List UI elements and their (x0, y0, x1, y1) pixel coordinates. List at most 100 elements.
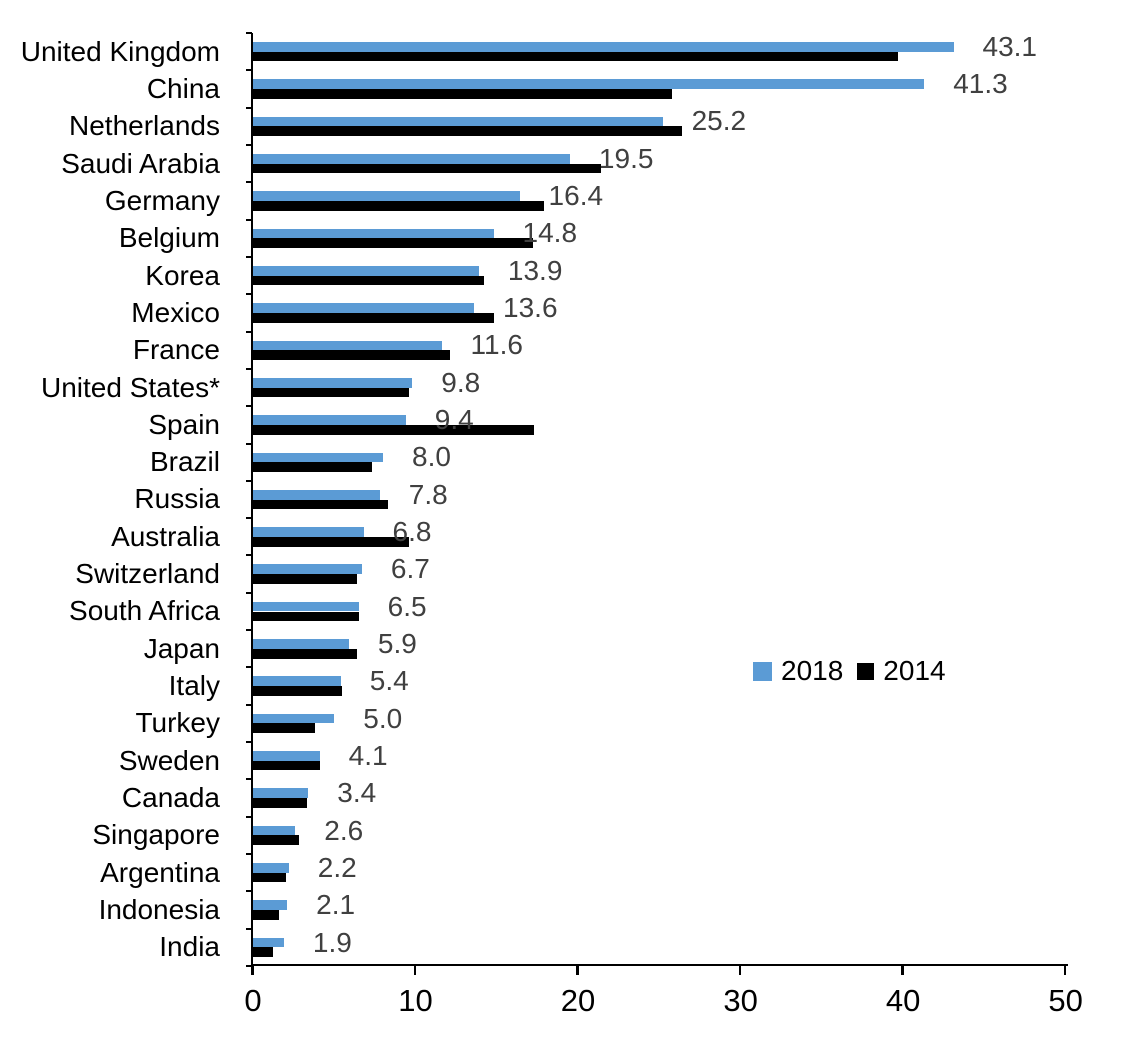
category-label: Italy (168, 670, 220, 702)
bar-2014 (253, 723, 315, 734)
bar-2018 (253, 79, 925, 89)
category-tick (246, 69, 252, 72)
bar-2018 (253, 153, 570, 164)
category-label: Spain (148, 408, 220, 440)
x-axis-line (250, 963, 1068, 966)
bar-2014 (253, 536, 410, 547)
category-tick (246, 255, 252, 258)
data-label-2018: 9.8 (441, 366, 481, 398)
data-label-2018: 4.1 (348, 739, 388, 771)
bar-2014 (253, 611, 359, 622)
data-label-2018: 41.3 (953, 68, 1008, 100)
category-tick (246, 517, 252, 520)
category-label: Germany (104, 184, 220, 216)
category-tick (246, 591, 252, 594)
data-label-2018: 7.8 (408, 478, 448, 510)
legend-label: 2014 (883, 655, 946, 686)
category-label: Brazil (149, 446, 220, 478)
data-label-2018: 11.6 (470, 329, 523, 361)
bar-2018 (253, 489, 380, 500)
bar-2018 (253, 340, 442, 351)
category-label: Korea (145, 259, 220, 291)
bar-2014 (253, 574, 358, 584)
legend-swatch-2014-icon (857, 662, 875, 680)
legend: 2018 2014 (753, 655, 946, 687)
category-tick (246, 927, 252, 930)
bar-2018 (253, 191, 520, 201)
category-tick (246, 629, 252, 632)
data-label-2018: 5.0 (363, 702, 403, 734)
bar-2018 (253, 564, 362, 575)
category-tick (246, 853, 252, 856)
category-label: China (146, 72, 220, 104)
category-label: Turkey (135, 707, 220, 739)
category-label: Canada (121, 782, 220, 814)
data-label-2018: 19.5 (598, 142, 654, 174)
data-label-2018: 6.7 (390, 553, 430, 585)
bar-2018 (253, 116, 663, 127)
category-label: Indonesia (98, 894, 220, 926)
bar-2014 (253, 51, 899, 62)
bar-2014 (253, 275, 484, 286)
category-tick (246, 778, 252, 781)
bar-2014 (253, 686, 343, 696)
category-tick (246, 143, 252, 146)
x-axis-tick (738, 966, 742, 975)
category-tick (246, 741, 252, 744)
bar-2014 (253, 312, 494, 323)
y-axis-line (250, 33, 253, 975)
bar-2014 (253, 760, 320, 771)
x-axis-tick-label: 40 (885, 983, 921, 1018)
category-tick (246, 330, 252, 333)
bar-2014 (253, 126, 683, 137)
legend-item-2014: 2014 (857, 655, 946, 687)
category-tick (246, 554, 252, 557)
bar-2014 (253, 648, 358, 659)
bar-2018 (253, 788, 309, 799)
category-tick (246, 442, 252, 445)
data-label-2018: 9.4 (434, 404, 474, 436)
category-tick (246, 181, 252, 184)
bar-2014 (253, 163, 601, 174)
data-label-2018: 8.0 (412, 441, 451, 473)
bar-2014 (253, 238, 533, 248)
bar-2018 (253, 415, 406, 425)
x-axis-tick-label: 10 (398, 983, 433, 1018)
category-label: France (132, 334, 220, 366)
legend-item-2018: 2018 (753, 655, 843, 687)
data-label-2018: 3.4 (337, 777, 377, 809)
bar-2018 (253, 527, 364, 537)
data-label-2018: 6.8 (392, 516, 432, 547)
category-label: United States* (41, 371, 220, 403)
bar-2014 (253, 872, 286, 883)
data-label-2018: 13.6 (503, 292, 558, 324)
legend-label: 2018 (781, 655, 844, 686)
bar-2014 (253, 424, 535, 435)
category-label: Netherlands (69, 110, 220, 142)
bar-2018 (253, 265, 479, 276)
bar-2014 (253, 499, 388, 510)
category-label: Japan (143, 632, 220, 664)
category-label: Sweden (118, 744, 220, 776)
x-axis-tick (576, 966, 579, 975)
bar-2018 (253, 900, 288, 911)
bar-2018 (253, 601, 359, 612)
bar-2018 (253, 937, 284, 948)
x-axis-tick (1063, 966, 1067, 975)
category-label: Australia (111, 520, 220, 552)
data-label-2018: 5.9 (377, 627, 417, 659)
category-tick (246, 965, 252, 967)
category-label: India (159, 931, 220, 963)
category-label: Russia (134, 483, 220, 515)
category-label: Saudi Arabia (61, 147, 220, 179)
category-tick (246, 479, 252, 482)
category-label: Belgium (118, 222, 220, 254)
bar-2014 (253, 89, 673, 99)
data-label-2018: 2.6 (324, 814, 364, 846)
bar-2018 (253, 452, 384, 463)
data-label-2018: 6.5 (387, 590, 427, 622)
category-tick (246, 405, 252, 408)
bar-2014 (253, 947, 273, 958)
bar-2014 (253, 200, 544, 211)
data-label-2018: 13.9 (507, 254, 563, 286)
